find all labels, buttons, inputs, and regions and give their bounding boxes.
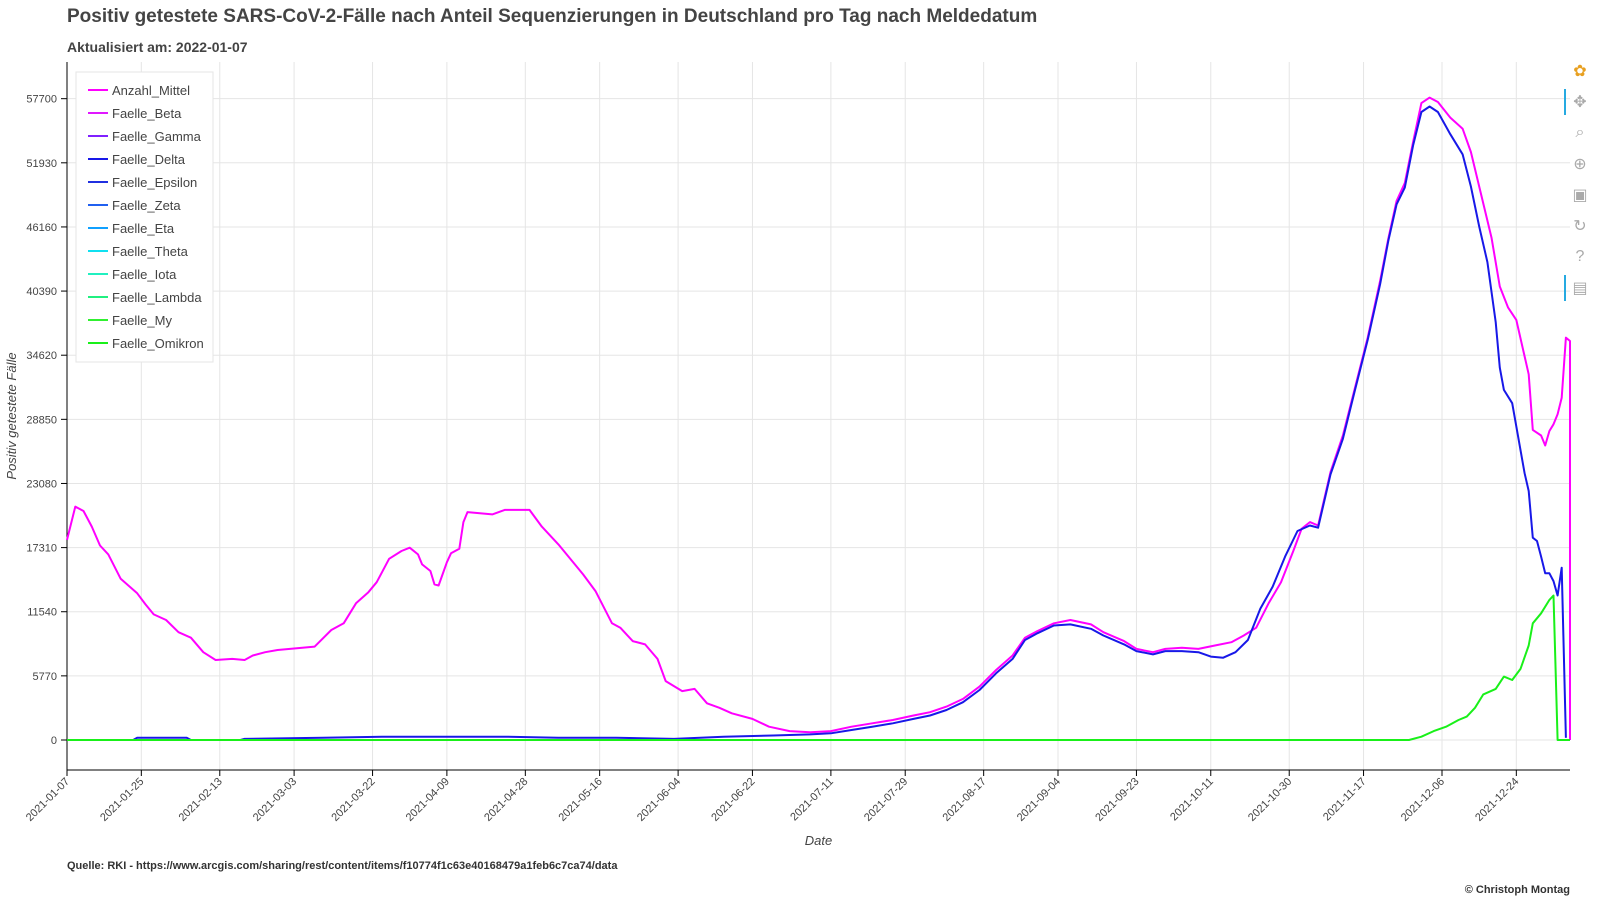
x-tick-label: 2021-06-22 bbox=[709, 776, 757, 824]
y-tick-label: 46160 bbox=[26, 222, 57, 234]
hover-tool-icon[interactable]: ▤ bbox=[1564, 275, 1592, 301]
series-line-faelle-omikron bbox=[67, 594, 1570, 741]
legend-entry: Faelle_Zeta bbox=[112, 198, 181, 213]
reset-tool-icon[interactable]: ↻ bbox=[1573, 218, 1587, 235]
x-tick-label: 2021-03-22 bbox=[329, 776, 377, 824]
x-tick-label: 2021-12-06 bbox=[1399, 776, 1447, 824]
wheel-zoom-tool-icon[interactable]: ⊕ bbox=[1573, 156, 1587, 173]
y-axis-label: Positiv getestete Fälle bbox=[4, 352, 19, 479]
x-tick-label: 2021-06-04 bbox=[635, 776, 683, 824]
source-note: Quelle: RKI - https://www.arcgis.com/sha… bbox=[67, 860, 618, 872]
x-axis-label: Date bbox=[805, 833, 832, 848]
y-tick-label: 51930 bbox=[26, 158, 57, 170]
x-tick-label: 2021-10-11 bbox=[1168, 776, 1216, 824]
plot-area bbox=[67, 62, 1570, 770]
legend-entry: Faelle_Theta bbox=[112, 244, 189, 259]
grid bbox=[66, 62, 1570, 770]
y-tick-label: 57700 bbox=[26, 94, 57, 106]
y-tick-label: 23080 bbox=[26, 478, 57, 490]
x-tick-label: 2021-07-11 bbox=[788, 776, 836, 824]
pan-tool-icon[interactable]: ✥ bbox=[1564, 89, 1592, 115]
x-tick-label: 2021-01-07 bbox=[24, 776, 72, 824]
y-tick-label: 0 bbox=[51, 735, 57, 747]
legend-entry: Faelle_Eta bbox=[112, 221, 175, 236]
x-tick-label: 2021-11-17 bbox=[1321, 776, 1369, 824]
x-tick-label: 2021-10-30 bbox=[1246, 776, 1294, 824]
legend-entry: Faelle_Iota bbox=[112, 267, 177, 282]
y-tick-label: 11540 bbox=[27, 607, 57, 619]
legend-entry: Faelle_Epsilon bbox=[112, 175, 197, 190]
y-tick-label: 5770 bbox=[33, 671, 57, 683]
legend-entry: Faelle_Omikron bbox=[112, 336, 204, 351]
legend-entry: Faelle_Delta bbox=[112, 152, 186, 167]
x-tick-label: 2021-01-25 bbox=[98, 776, 146, 824]
y-tick-label: 17310 bbox=[26, 543, 57, 555]
x-tick-label: 2021-03-03 bbox=[251, 776, 299, 824]
x-tick-label: 2021-08-17 bbox=[941, 776, 989, 824]
y-tick-label: 40390 bbox=[26, 286, 57, 298]
chart-subtitle: Aktualisiert am: 2022-01-07 bbox=[67, 39, 248, 55]
bokeh-logo-icon[interactable]: ✿ bbox=[1573, 63, 1587, 80]
x-tick-label: 2021-02-13 bbox=[177, 776, 225, 824]
x-tick-label: 2021-09-04 bbox=[1015, 776, 1063, 824]
y-tick-label: 28850 bbox=[26, 414, 57, 426]
save-tool-icon[interactable]: ▣ bbox=[1572, 187, 1588, 204]
x-tick-label: 2021-07-29 bbox=[862, 776, 910, 824]
box-zoom-tool-icon[interactable]: ⌕ bbox=[1575, 124, 1585, 141]
chart-toolbar: ✿ ✥ ⌕ ⊕ ▣ ↻? ▤ bbox=[1564, 58, 1596, 306]
legend-entry: Faelle_Gamma bbox=[112, 129, 202, 144]
legend: Anzahl_Mittel Faelle_Beta Faelle_Gamma Fael… bbox=[75, 71, 214, 363]
x-tick-label: 2021-05-16 bbox=[556, 776, 604, 824]
x-tick-label: 2021-04-09 bbox=[404, 776, 452, 824]
legend-entry: Faelle_Beta bbox=[112, 106, 182, 121]
x-tick-label: 2021-04-28 bbox=[482, 776, 530, 824]
x-tick-label: 2021-09-23 bbox=[1093, 776, 1141, 824]
y-tick-label: 34620 bbox=[26, 350, 57, 362]
chart-title: Positiv getestete SARS-CoV-2-Fälle nach … bbox=[67, 6, 1038, 27]
legend-box bbox=[75, 71, 214, 363]
legend-entry: Faelle_My bbox=[112, 313, 172, 328]
series-line-anzahl-mittel bbox=[66, 96, 1571, 740]
copyright-note: © Christoph Montag bbox=[1464, 884, 1570, 896]
series-line-faelle-delta bbox=[67, 105, 1567, 741]
legend-entry: Faelle_Lambda bbox=[112, 290, 202, 305]
legend-entry: Anzahl_Mittel bbox=[112, 83, 190, 98]
help-tool-icon[interactable]: ? bbox=[1575, 248, 1585, 265]
x-tick-label: 2021-12-24 bbox=[1473, 776, 1521, 824]
